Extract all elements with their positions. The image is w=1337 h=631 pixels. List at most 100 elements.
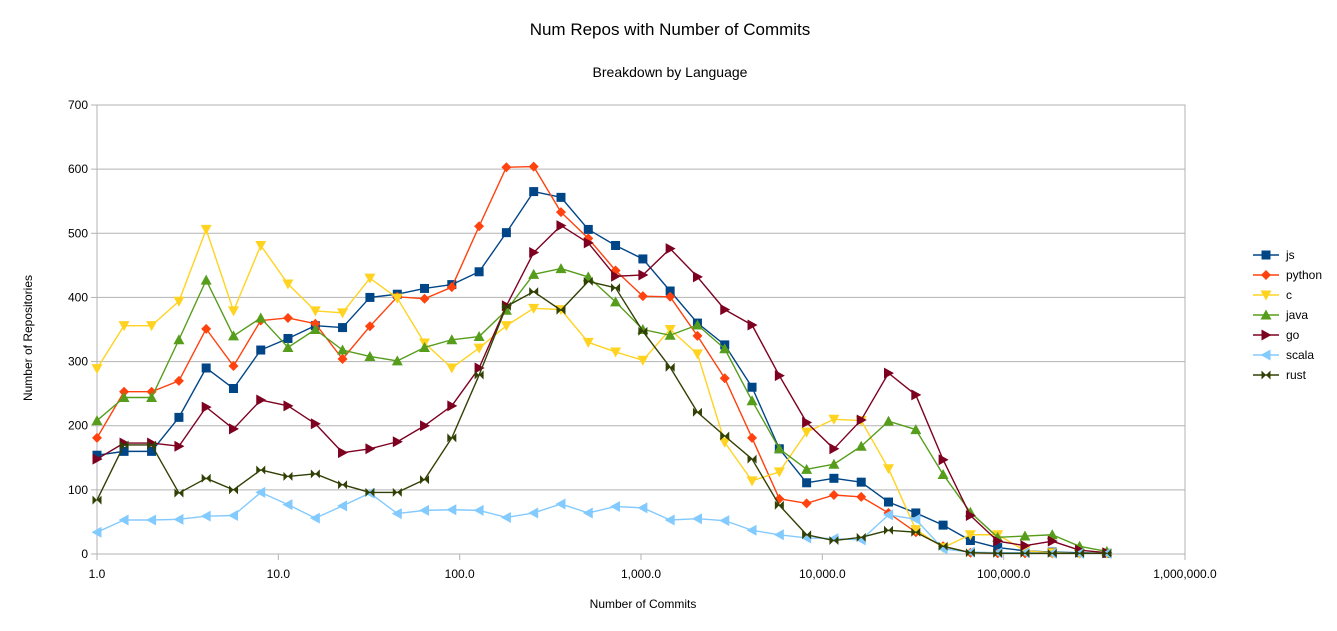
data-point-rust bbox=[92, 495, 102, 505]
x-tick-label: 100.0 bbox=[445, 567, 475, 581]
data-point-rust bbox=[1075, 548, 1085, 558]
data-point-rust bbox=[993, 548, 1003, 558]
data-point-c bbox=[801, 427, 813, 438]
x-tick-label: 1,000,000.0 bbox=[1153, 567, 1217, 581]
data-point-go bbox=[201, 401, 212, 413]
data-point-scala bbox=[255, 486, 266, 498]
series-python bbox=[92, 161, 1112, 559]
series-line-python bbox=[96, 165, 1107, 555]
data-point-js bbox=[201, 363, 211, 373]
data-point-java bbox=[528, 268, 540, 279]
data-point-rust bbox=[938, 541, 948, 551]
x-tick-label: 10,000.0 bbox=[799, 567, 846, 581]
data-point-js bbox=[338, 323, 348, 333]
legend: js python c java go scala rust bbox=[1253, 248, 1322, 382]
data-point-python bbox=[637, 291, 648, 302]
data-point-js bbox=[856, 477, 866, 487]
x-tick-label: 1.0 bbox=[89, 567, 106, 581]
y-tick-label: 400 bbox=[68, 290, 88, 304]
data-point-c bbox=[446, 363, 458, 374]
data-point-c bbox=[910, 525, 922, 536]
data-point-python bbox=[364, 321, 375, 332]
legend-marker bbox=[1260, 309, 1272, 320]
data-point-c bbox=[691, 349, 703, 360]
chart-title: Num Repos with Number of Commits bbox=[530, 20, 811, 39]
data-point-go bbox=[774, 370, 785, 382]
data-point-c bbox=[773, 467, 785, 478]
data-point-js bbox=[119, 446, 129, 456]
data-point-rust bbox=[283, 471, 293, 481]
data-point-js bbox=[529, 187, 539, 197]
data-point-c bbox=[637, 355, 649, 366]
data-point-scala bbox=[719, 515, 730, 527]
data-point-python bbox=[282, 312, 293, 323]
series-line-js bbox=[96, 190, 1107, 555]
data-point-go bbox=[747, 319, 758, 331]
data-point-js bbox=[829, 473, 839, 483]
y-axis-label: Number of Repositories bbox=[21, 275, 35, 401]
series-c bbox=[91, 224, 1113, 559]
data-point-python bbox=[828, 489, 839, 500]
series-scala bbox=[91, 486, 1112, 559]
data-point-scala bbox=[200, 510, 211, 522]
data-point-go bbox=[529, 247, 540, 259]
data-point-go bbox=[611, 270, 622, 282]
data-point-python bbox=[446, 282, 457, 293]
data-point-java bbox=[364, 350, 376, 361]
data-point-scala bbox=[282, 499, 293, 511]
data-point-go bbox=[556, 220, 567, 232]
series-js bbox=[92, 187, 1112, 558]
data-point-rust bbox=[392, 487, 402, 497]
chart-subtitle: Breakdown by Language bbox=[593, 64, 748, 80]
legend-label: rust bbox=[1286, 368, 1307, 382]
data-point-c bbox=[719, 437, 731, 448]
series-java bbox=[91, 263, 1113, 556]
data-point-python bbox=[555, 207, 566, 218]
data-point-go bbox=[283, 400, 294, 412]
data-point-scala bbox=[364, 487, 375, 499]
y-tick-label: 300 bbox=[68, 355, 88, 369]
data-point-rust bbox=[501, 301, 511, 311]
data-point-java bbox=[691, 319, 703, 330]
data-point-c bbox=[228, 306, 240, 317]
data-point-go bbox=[884, 367, 895, 379]
data-point-c bbox=[173, 296, 185, 307]
data-point-go bbox=[365, 443, 376, 455]
legend-marker bbox=[1260, 349, 1271, 361]
legend-marker bbox=[1261, 250, 1271, 260]
plot-frame bbox=[96, 104, 1186, 555]
data-point-js bbox=[611, 240, 621, 250]
data-point-js bbox=[283, 333, 293, 343]
data-point-js bbox=[638, 254, 648, 264]
data-point-rust bbox=[256, 465, 266, 475]
data-point-c bbox=[309, 306, 321, 317]
legend-marker bbox=[1261, 370, 1271, 380]
data-point-rust bbox=[201, 473, 211, 483]
data-point-java bbox=[255, 312, 267, 323]
data-point-go bbox=[965, 510, 976, 522]
data-point-c bbox=[473, 343, 485, 354]
data-point-rust bbox=[447, 433, 457, 443]
data-point-scala bbox=[610, 501, 621, 513]
data-point-rust bbox=[1102, 548, 1112, 558]
data-point-rust bbox=[420, 475, 430, 485]
data-point-js bbox=[965, 536, 975, 546]
data-point-c bbox=[391, 293, 403, 304]
data-point-scala bbox=[146, 514, 157, 526]
data-point-java bbox=[746, 395, 758, 406]
data-point-c bbox=[828, 414, 840, 425]
data-point-scala bbox=[582, 507, 593, 519]
data-point-rust bbox=[119, 440, 129, 450]
legend-item-js: js bbox=[1253, 248, 1295, 262]
data-point-go bbox=[692, 271, 703, 283]
data-point-js bbox=[92, 450, 102, 460]
data-point-js bbox=[474, 267, 484, 277]
series-line-c bbox=[96, 228, 1107, 555]
data-point-java bbox=[200, 274, 212, 285]
data-point-scala bbox=[555, 498, 566, 510]
data-point-rust bbox=[856, 532, 866, 542]
data-point-rust bbox=[829, 536, 839, 546]
data-point-go bbox=[338, 447, 349, 459]
data-point-go bbox=[938, 454, 949, 466]
data-point-scala bbox=[473, 504, 484, 516]
